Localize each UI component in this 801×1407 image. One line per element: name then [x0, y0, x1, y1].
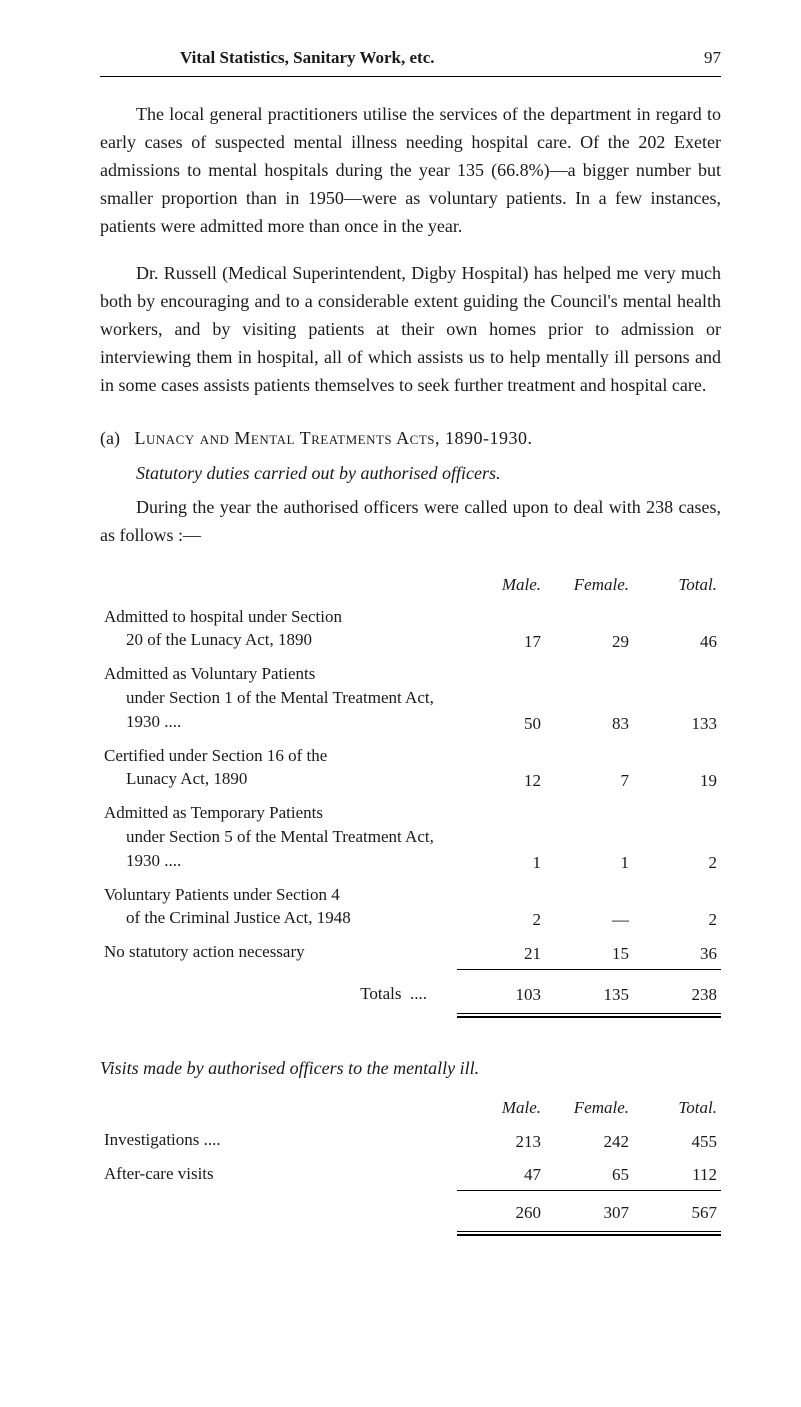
table-totals-row: Totals .... 103 135 238 — [100, 974, 721, 1014]
totals-total: 238 — [633, 974, 721, 1014]
col-total: Total. — [633, 1093, 721, 1123]
totals-male: 103 — [457, 974, 545, 1014]
paragraph-2: Dr. Russell (Medical Superintendent, Dig… — [100, 260, 721, 399]
row-desc: Voluntary Patients under Section 4 — [104, 883, 437, 907]
totals-total: 567 — [633, 1195, 721, 1232]
row-desc: Admitted as Voluntary Patients — [104, 662, 437, 686]
row-desc: Admitted as Temporary Patients — [104, 801, 437, 825]
cell-male: 1 — [457, 796, 545, 877]
cell-male: 50 — [457, 657, 545, 738]
cell-total: 2 — [633, 878, 721, 936]
section-a-intro: During the year the authorised officers … — [100, 494, 721, 550]
cell-female: 29 — [545, 600, 633, 658]
section-a-title-text: Lunacy and Mental Treatments Acts, 1890-… — [134, 428, 532, 448]
row-desc-sub: under Section 5 of the Mental Treatment … — [104, 825, 437, 873]
table-row: No statutory action necessary 21 15 36 — [100, 935, 721, 969]
row-desc: No statutory action necessary — [104, 940, 437, 964]
totals-male: 260 — [457, 1195, 545, 1232]
col-male: Male. — [457, 570, 545, 600]
cell-total: 19 — [633, 739, 721, 797]
row-desc: Investigations .... — [100, 1123, 457, 1157]
table-header-row: Male. Female. Total. — [100, 1093, 721, 1123]
table-rule — [100, 1013, 721, 1018]
cell-total: 455 — [633, 1123, 721, 1157]
col-female: Female. — [545, 570, 633, 600]
section-a-title: (a) Lunacy and Mental Treatments Acts, 1… — [100, 428, 721, 449]
table-row: Investigations .... 213 242 455 — [100, 1123, 721, 1157]
table-rule — [100, 1231, 721, 1236]
cell-female: — — [545, 878, 633, 936]
running-head: Vital Statistics, Sanitary Work, etc. 97 — [100, 48, 721, 77]
table-row: After-care visits 47 65 112 — [100, 1157, 721, 1191]
col-male: Male. — [457, 1093, 545, 1123]
row-desc-sub: under Section 1 of the Mental Treatment … — [104, 686, 437, 734]
totals-female: 307 — [545, 1195, 633, 1232]
col-total: Total. — [633, 570, 721, 600]
page-number: 97 — [704, 48, 721, 68]
row-desc: After-care visits — [100, 1157, 457, 1191]
section-a-label: (a) — [100, 428, 120, 449]
table-header-row: Male. Female. Total. — [100, 570, 721, 600]
table-row: Certified under Section 16 of the Lunacy… — [100, 739, 721, 797]
row-desc-sub: 20 of the Lunacy Act, 1890 — [104, 628, 437, 652]
cell-female: 242 — [545, 1123, 633, 1157]
visits-table: Male. Female. Total. Investigations ....… — [100, 1093, 721, 1236]
cell-male: 12 — [457, 739, 545, 797]
page: Vital Statistics, Sanitary Work, etc. 97… — [0, 0, 801, 1407]
col-female: Female. — [545, 1093, 633, 1123]
cell-total: 2 — [633, 796, 721, 877]
paragraph-1: The local general practitioners utilise … — [100, 101, 721, 240]
row-desc: Certified under Section 16 of the — [104, 744, 437, 768]
cell-total: 133 — [633, 657, 721, 738]
row-desc-sub: Lunacy Act, 1890 — [104, 767, 437, 791]
cell-female: 7 — [545, 739, 633, 797]
cell-female: 15 — [545, 935, 633, 969]
section-a-subtitle: Statutory duties carried out by authoris… — [100, 463, 721, 484]
table-row: Admitted as Temporary Patients under Sec… — [100, 796, 721, 877]
table-row: Admitted to hospital under Section 20 of… — [100, 600, 721, 658]
cell-male: 47 — [457, 1157, 545, 1191]
cell-male: 213 — [457, 1123, 545, 1157]
cell-total: 36 — [633, 935, 721, 969]
visits-title: Visits made by authorised officers to th… — [100, 1058, 721, 1079]
row-desc: Admitted to hospital under Section — [104, 605, 437, 629]
cell-female: 83 — [545, 657, 633, 738]
cell-total: 46 — [633, 600, 721, 658]
totals-female: 135 — [545, 974, 633, 1014]
totals-label: Totals — [360, 984, 401, 1003]
row-desc-sub: of the Criminal Justice Act, 1948 — [104, 906, 437, 930]
table-row: Voluntary Patients under Section 4 of th… — [100, 878, 721, 936]
cell-male: 17 — [457, 600, 545, 658]
cell-female: 1 — [545, 796, 633, 877]
running-title: Vital Statistics, Sanitary Work, etc. — [180, 48, 435, 68]
cell-male: 21 — [457, 935, 545, 969]
statutory-table: Male. Female. Total. Admitted to hospita… — [100, 570, 721, 1018]
cell-male: 2 — [457, 878, 545, 936]
cell-female: 65 — [545, 1157, 633, 1191]
table-row: Admitted as Voluntary Patients under Sec… — [100, 657, 721, 738]
cell-total: 112 — [633, 1157, 721, 1191]
table-totals-row: 260 307 567 — [100, 1195, 721, 1232]
